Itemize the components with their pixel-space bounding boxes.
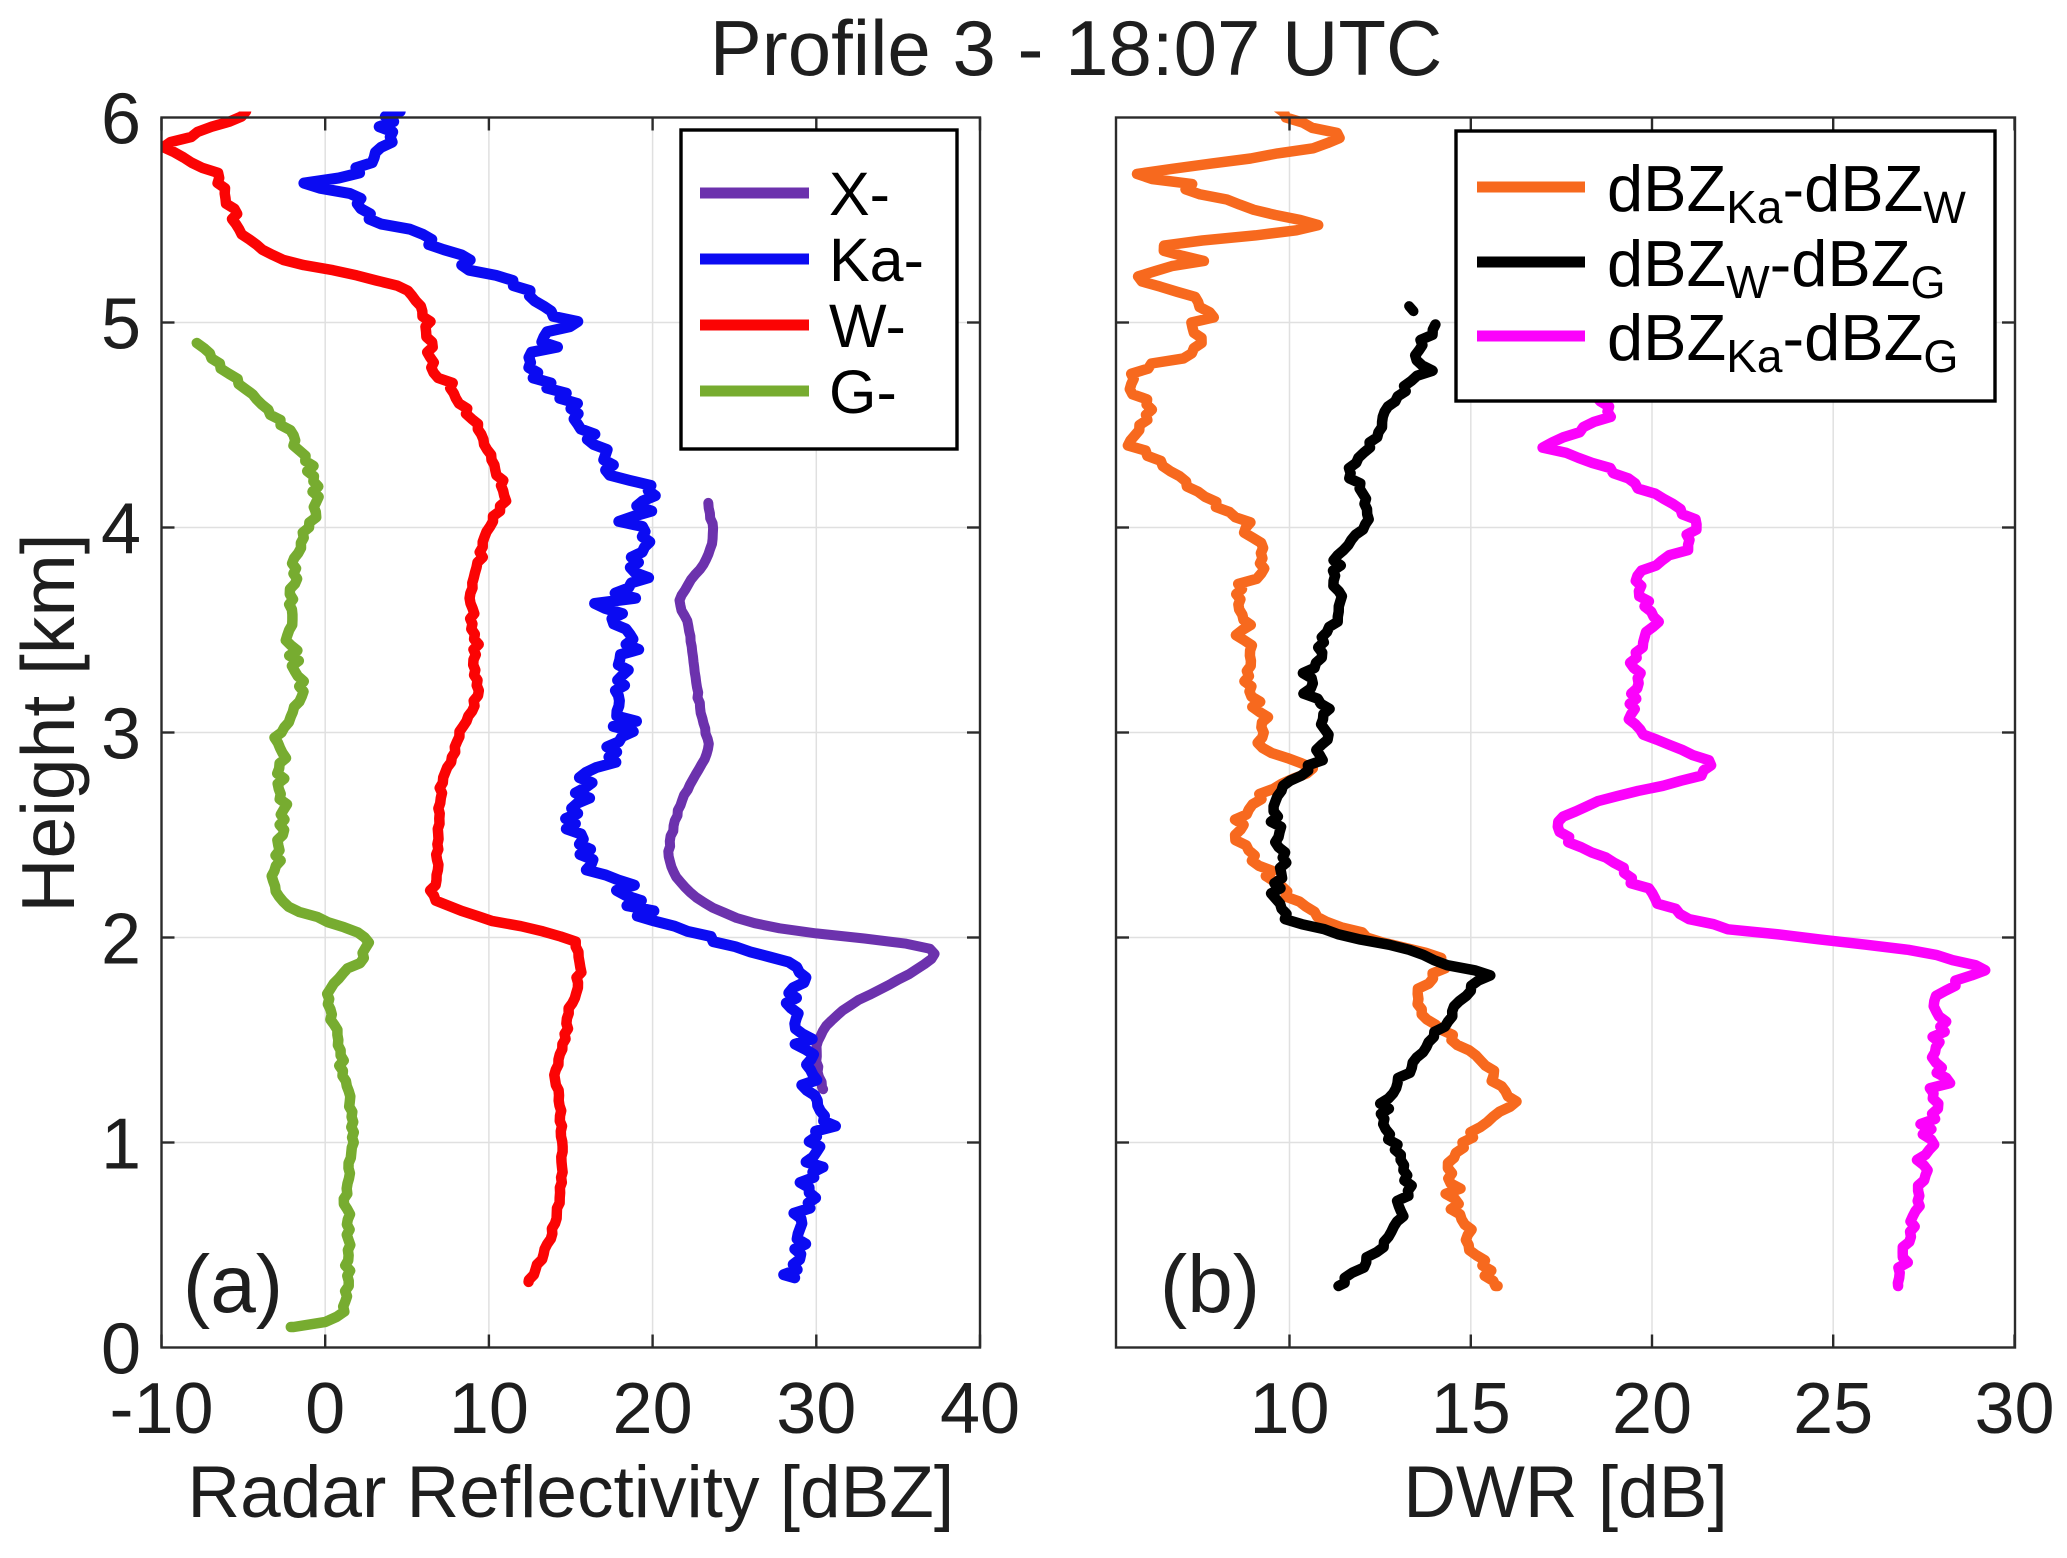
svg-text:G-: G- [829,358,897,426]
svg-text:4: 4 [101,490,141,570]
svg-text:10: 10 [1249,1369,1329,1449]
svg-text:0: 0 [101,1310,141,1390]
svg-text:20: 20 [613,1369,693,1449]
svg-text:Radar Reflectivity [dBZ]: Radar Reflectivity [dBZ] [187,1452,954,1533]
svg-text:Height [km]: Height [km] [6,533,90,912]
svg-text:X-: X- [829,160,890,228]
svg-text:W-: W- [829,292,906,360]
svg-text:30: 30 [776,1369,856,1449]
svg-text:-10: -10 [109,1369,213,1449]
svg-text:Ka-: Ka- [829,226,924,294]
svg-text:5: 5 [101,285,141,365]
svg-text:(a): (a) [183,1239,283,1330]
svg-text:(b): (b) [1160,1239,1260,1330]
svg-text:10: 10 [449,1369,529,1449]
svg-text:6: 6 [101,80,141,160]
svg-text:dBZKa-dBZG: dBZKa-dBZG [1607,301,1958,382]
svg-text:30: 30 [1974,1369,2054,1449]
svg-text:15: 15 [1431,1369,1511,1449]
svg-text:Profile 3 - 18:07 UTC: Profile 3 - 18:07 UTC [710,4,1443,92]
svg-text:0: 0 [305,1369,345,1449]
svg-text:dBZKa-dBZW: dBZKa-dBZW [1607,152,1966,233]
svg-text:20: 20 [1612,1369,1692,1449]
svg-text:40: 40 [940,1369,1020,1449]
svg-text:dBZW-dBZG: dBZW-dBZG [1607,227,1946,308]
svg-text:DWR [dB]: DWR [dB] [1403,1452,1727,1533]
svg-text:3: 3 [101,695,141,775]
svg-text:25: 25 [1793,1369,1873,1449]
svg-text:2: 2 [101,900,141,980]
svg-text:1: 1 [101,1105,141,1185]
